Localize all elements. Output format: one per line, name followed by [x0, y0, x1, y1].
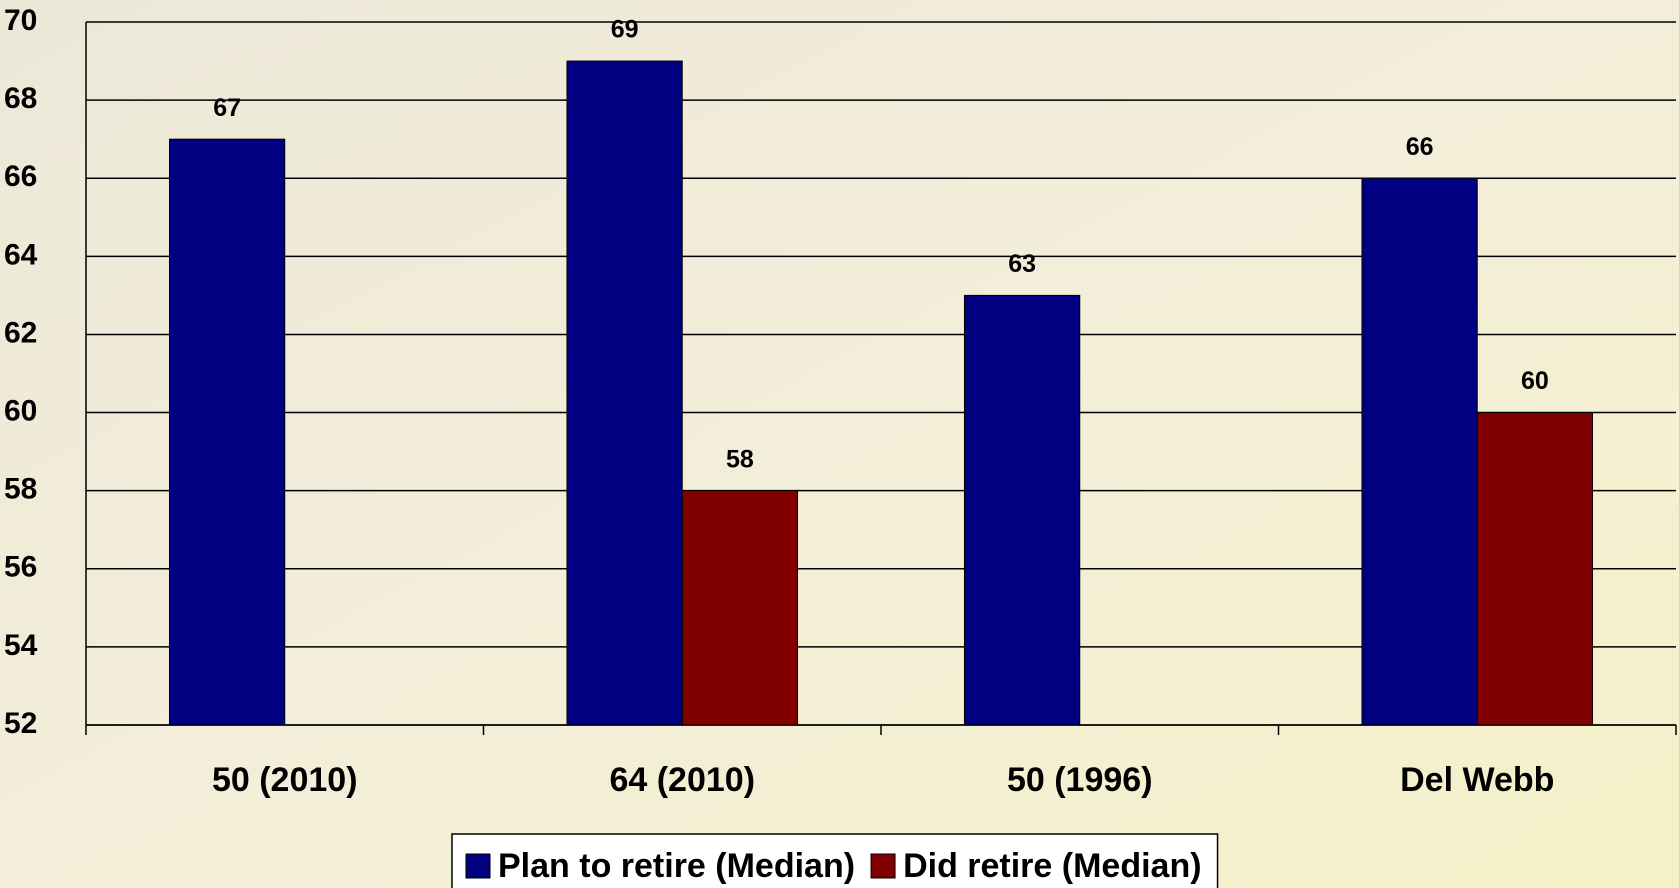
legend-label: Plan to retire (Median): [498, 847, 855, 885]
bar: [1477, 413, 1592, 725]
y-tick-label: 58: [4, 473, 37, 506]
page: {"chart_data": {"type": "bar", "categori…: [0, 0, 1679, 888]
y-tick-label: 52: [4, 707, 37, 740]
legend-swatch: [871, 854, 895, 878]
x-tick-label: 50 (1996): [1007, 761, 1153, 799]
y-tick-label: 70: [4, 4, 37, 37]
legend-swatch: [466, 854, 490, 878]
data-label: 60: [1521, 367, 1549, 395]
bar: [682, 491, 797, 725]
y-tick-label: 60: [4, 394, 37, 427]
y-tick-label: 64: [4, 238, 38, 271]
data-label: 69: [611, 16, 639, 44]
data-label: 66: [1406, 133, 1434, 161]
y-tick-label: 54: [4, 629, 38, 662]
x-tick-label: 64 (2010): [609, 761, 755, 799]
data-label: 67: [213, 94, 241, 122]
y-tick-label: 56: [4, 551, 37, 584]
y-tick-label: 62: [4, 316, 37, 349]
data-label: 58: [726, 445, 754, 473]
x-tick-label: Del Webb: [1400, 761, 1554, 799]
data-label: 63: [1008, 250, 1036, 278]
y-tick-label: 66: [4, 160, 37, 193]
bar: [1362, 178, 1477, 725]
bar: [964, 295, 1079, 725]
x-tick-label: 50 (2010): [212, 761, 358, 799]
legend-label: Did retire (Median): [903, 847, 1201, 885]
y-tick-label: 68: [4, 82, 37, 115]
chart: 52 54 56 58 60 62 64 66 68 70 50 (2010) 67 64 (2010)…: [0, 0, 1679, 888]
bar: [567, 61, 682, 725]
bar: [169, 139, 284, 725]
